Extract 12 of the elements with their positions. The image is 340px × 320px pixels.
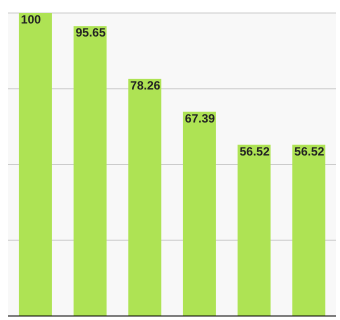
data-label: 56.52: [294, 144, 325, 158]
data-label: 100: [20, 12, 42, 27]
bar: [18, 13, 52, 316]
bar: [128, 78, 162, 316]
data-label: 67.39: [184, 111, 216, 126]
data-label: 95.65: [76, 26, 106, 40]
bar: [182, 112, 216, 316]
data-label: 78.26: [130, 78, 161, 92]
bar: [292, 144, 326, 316]
data-label: 56.52: [240, 144, 270, 158]
bar: [74, 26, 107, 316]
bar: [238, 144, 271, 316]
